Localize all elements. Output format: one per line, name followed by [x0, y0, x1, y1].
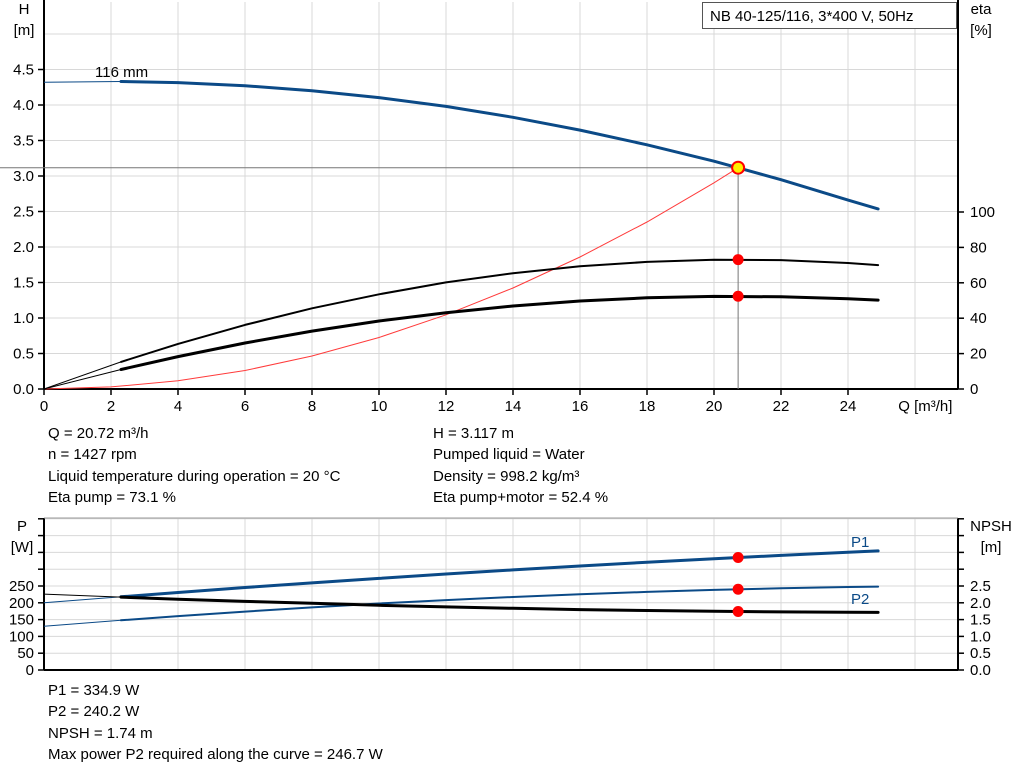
- y-tick-label: 0.0: [13, 381, 34, 398]
- series-eta_pump-extension: [43, 361, 122, 390]
- y-tick-label: 4.5: [13, 62, 34, 79]
- series-eta_pump: [120, 258, 880, 363]
- y-tick-label: 1.5: [13, 275, 34, 292]
- title-box: [702, 2, 957, 29]
- y-tick-label: 200: [9, 595, 34, 612]
- x-axis-label: Q [m³/h]: [898, 398, 952, 415]
- y-right-tick-label: 80: [970, 239, 987, 256]
- x-tick-label: 14: [505, 398, 522, 415]
- series-P1: [119, 549, 880, 599]
- y-right-axis-unit: [m]: [981, 539, 1002, 556]
- x-tick-label: 18: [639, 398, 656, 415]
- series-P1-extension: [43, 596, 122, 604]
- info-top-right: H = 3.117 m Pumped liquid = Water Densit…: [433, 423, 608, 509]
- y-tick-label: 2.0: [13, 239, 34, 256]
- y-tick-label: 0: [26, 662, 34, 679]
- series-P2-extension: [43, 619, 122, 627]
- x-tick-label: 16: [572, 398, 589, 415]
- y-tick-label: 3.0: [13, 168, 34, 185]
- series-P2: [120, 585, 880, 622]
- operating-point-p2: [732, 583, 744, 595]
- info-temperature: Liquid temperature during operation = 20…: [48, 467, 341, 485]
- y-right-tick-label: 1.0: [970, 628, 991, 645]
- info-bottom: P1 = 334.9 W P2 = 240.2 W NPSH = 1.74 m …: [48, 680, 383, 766]
- series-NPSH: [119, 595, 880, 614]
- y-axis-label: P: [17, 518, 27, 535]
- y-right-tick-label: 0: [970, 381, 978, 398]
- y-right-tick-label: 2.5: [970, 578, 991, 595]
- y-tick-label: 0.5: [13, 346, 34, 363]
- y-right-tick-label: 100: [970, 204, 995, 221]
- operating-point-p1: [732, 551, 744, 563]
- series-system: [43, 167, 739, 390]
- x-tick-label: 12: [438, 398, 455, 415]
- x-tick-label: 24: [840, 398, 857, 415]
- series-label-p1: P1: [851, 534, 869, 551]
- x-tick-label: 4: [174, 398, 182, 415]
- info-p1: P1 = 334.9 W: [48, 682, 140, 699]
- series-eta_total-extension: [43, 369, 122, 390]
- x-tick-label: 0: [40, 398, 48, 415]
- series-H: [119, 80, 880, 211]
- y-tick-label: 4.0: [13, 97, 34, 114]
- x-tick-label: 20: [706, 398, 723, 415]
- info-eta-pump: Eta pump = 73.1 %: [48, 489, 176, 507]
- y-axis-unit: [m]: [14, 22, 35, 39]
- x-tick-label: 8: [308, 398, 316, 415]
- series-H-extension: [43, 81, 122, 83]
- y-tick-label: 2.5: [13, 204, 34, 221]
- operating-point-eta-total: [732, 290, 744, 302]
- title-text: NB 40-125/116, 3*400 V, 50Hz: [710, 8, 913, 25]
- x-tick-label: 22: [773, 398, 790, 415]
- y-right-tick-label: 0.5: [970, 645, 991, 662]
- y-axis-label: H: [19, 1, 30, 18]
- y-right-axis-label: eta: [971, 1, 993, 18]
- y-right-axis-label: NPSH: [970, 518, 1012, 535]
- series-label-p2: P2: [851, 591, 869, 608]
- y-right-tick-label: 40: [970, 310, 987, 327]
- y-tick-label: 50: [17, 645, 34, 662]
- operating-point-head: [731, 160, 746, 175]
- y-right-tick-label: 0.0: [970, 662, 991, 679]
- info-max-p2: Max power P2 required along the curve = …: [48, 746, 383, 764]
- x-tick-label: 2: [107, 398, 115, 415]
- info-p2: P2 = 240.2 W: [48, 703, 140, 721]
- operating-point-npsh: [732, 606, 744, 618]
- info-density: Density = 998.2 kg/m³: [433, 467, 580, 485]
- y-right-axis-unit: [%]: [970, 22, 992, 39]
- y-right-tick-label: 60: [970, 275, 987, 292]
- y-tick-label: 150: [9, 612, 34, 629]
- info-eta-total: Eta pump+motor = 52.4 %: [433, 489, 609, 507]
- y-axis-unit: [W]: [11, 539, 34, 556]
- info-liquid: Pumped liquid = Water: [433, 446, 585, 464]
- x-tick-label: 10: [371, 398, 388, 415]
- y-right-tick-label: 20: [970, 346, 987, 363]
- x-tick-label: 6: [241, 398, 249, 415]
- operating-point-eta-pump: [732, 254, 744, 266]
- info-speed: n = 1427 rpm: [48, 446, 137, 464]
- info-top-left: Q = 20.72 m³/h n = 1427 rpm Liquid tempe…: [48, 423, 340, 509]
- y-right-tick-label: 1.5: [970, 612, 991, 629]
- y-tick-label: 100: [9, 628, 34, 645]
- info-npsh: NPSH = 1.74 m: [48, 724, 153, 742]
- series-eta_total: [119, 294, 880, 371]
- y-tick-label: 250: [9, 578, 34, 595]
- series-NPSH-extension: [43, 593, 122, 598]
- y-tick-label: 1.0: [13, 310, 34, 327]
- curve-label: 116 mm: [95, 64, 148, 81]
- y-tick-label: 3.5: [13, 133, 34, 150]
- y-right-tick-label: 2.0: [970, 595, 991, 612]
- info-flow: Q = 20.72 m³/h: [48, 425, 149, 442]
- info-head: H = 3.117 m: [433, 425, 515, 442]
